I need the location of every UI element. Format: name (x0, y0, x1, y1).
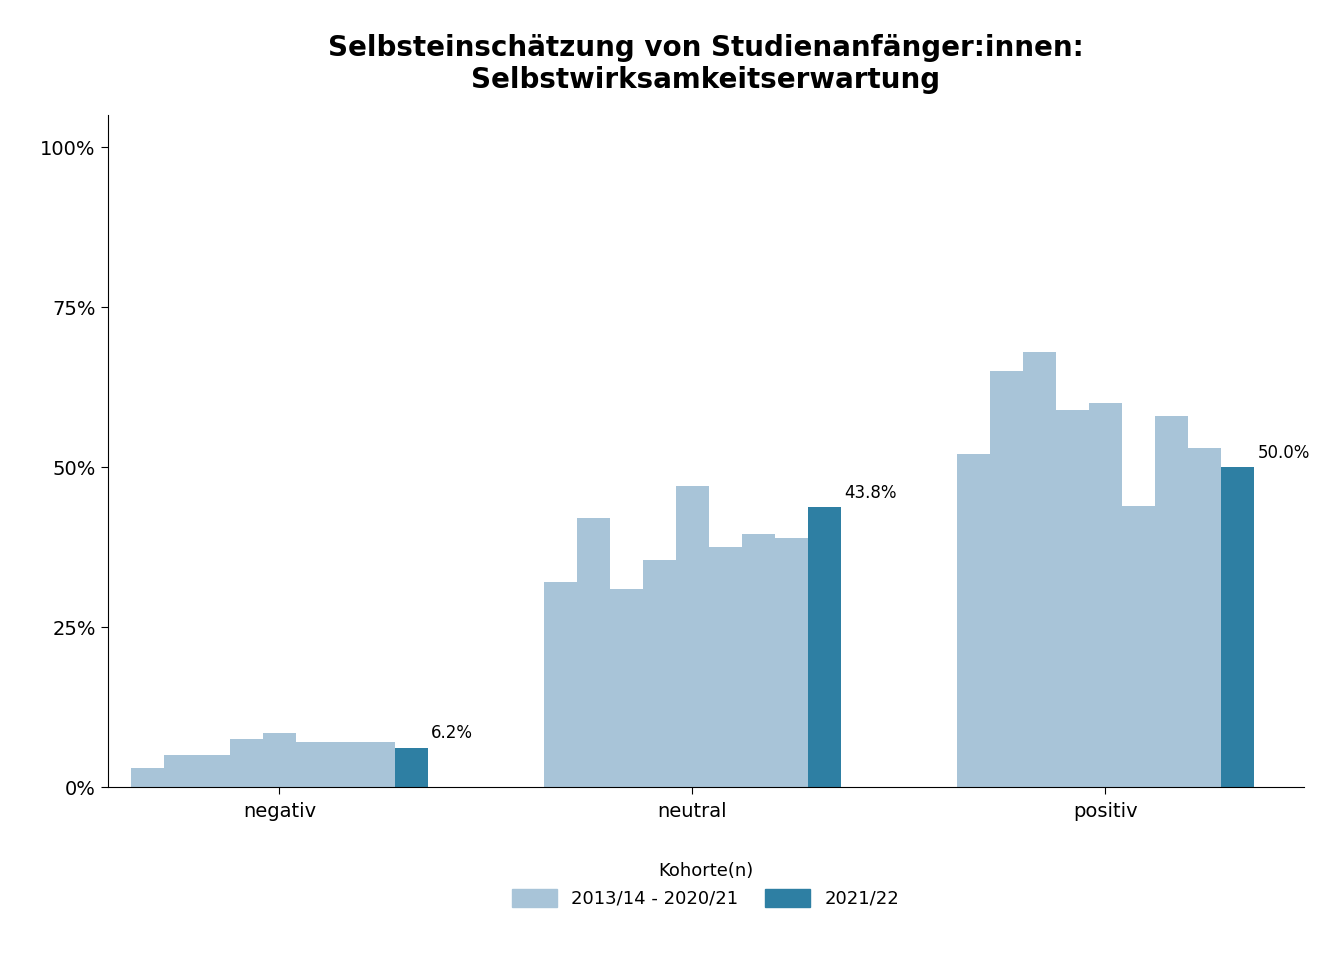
Bar (676, 487, 708, 787)
Bar (1122, 506, 1154, 787)
Bar (130, 768, 164, 787)
Text: 6.2%: 6.2% (431, 725, 473, 742)
Bar (808, 507, 841, 787)
Text: 50.0%: 50.0% (1258, 444, 1310, 462)
Bar (742, 535, 775, 787)
Bar (957, 454, 989, 787)
Bar (362, 742, 395, 787)
Bar (329, 742, 362, 787)
Bar (989, 372, 1023, 787)
Bar (196, 756, 230, 787)
Text: 43.8%: 43.8% (844, 484, 896, 502)
Title: Selbsteinschätzung von Studienanfänger:innen:
Selbstwirksamkeitserwartung: Selbsteinschätzung von Studienanfänger:i… (328, 34, 1083, 94)
Bar (1222, 468, 1254, 787)
Bar (577, 518, 610, 787)
Bar (775, 538, 808, 787)
Bar (1188, 448, 1222, 787)
Bar (395, 748, 427, 787)
Bar (1056, 410, 1089, 787)
Bar (544, 583, 577, 787)
Bar (610, 588, 642, 787)
Bar (263, 732, 296, 787)
Bar (1089, 403, 1122, 787)
Bar (1023, 352, 1056, 787)
Bar (1154, 416, 1188, 787)
Bar (296, 742, 329, 787)
Legend: 2013/14 - 2020/21, 2021/22: 2013/14 - 2020/21, 2021/22 (493, 844, 918, 926)
Bar (164, 756, 196, 787)
Bar (642, 560, 676, 787)
Bar (230, 739, 263, 787)
Bar (708, 547, 742, 787)
